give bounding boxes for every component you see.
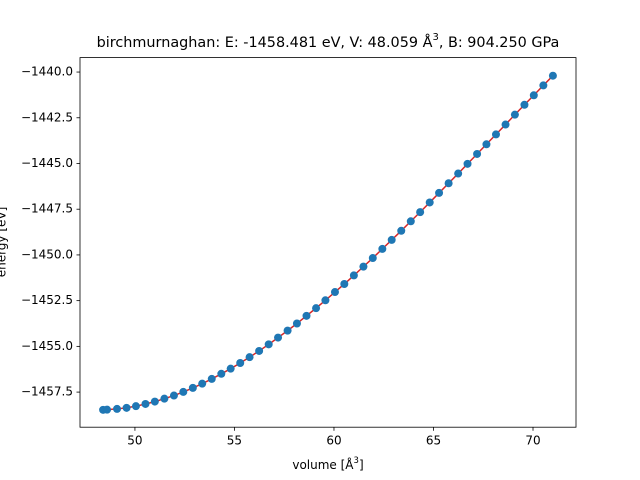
y-tick-label: −1440.0 [21, 65, 73, 79]
data-point [416, 208, 425, 217]
data-point [368, 254, 377, 263]
data-point [463, 159, 472, 168]
title-text-end: , B: 904.250 GPa [439, 35, 560, 51]
y-tick-label: −1457.5 [21, 385, 73, 399]
data-point [274, 333, 283, 342]
data-point [529, 91, 538, 100]
data-point [198, 379, 207, 388]
data-point [510, 110, 519, 119]
data-point [160, 394, 169, 403]
data-point [292, 319, 301, 328]
data-point [482, 140, 491, 149]
y-tick-label: −1452.5 [21, 293, 73, 307]
data-point [131, 402, 140, 411]
y-tick-label: −1442.5 [21, 110, 73, 124]
data-point [245, 353, 254, 362]
data-point [359, 262, 368, 271]
data-point [236, 359, 245, 368]
data-point [283, 326, 292, 335]
data-point [122, 403, 131, 412]
data-point [217, 369, 226, 378]
data-point [103, 405, 112, 414]
data-point [387, 235, 396, 244]
data-point [321, 296, 330, 305]
data-point [378, 244, 387, 253]
title-text: birchmurnaghan: E: -1458.481 eV, V: 48.0… [97, 34, 433, 51]
y-tick-label: −1450.0 [21, 247, 73, 261]
y-tick-label: −1447.5 [21, 202, 73, 216]
x-tick-label: 60 [326, 434, 341, 448]
data-point [312, 304, 321, 313]
title-superscript: 3 [432, 32, 438, 43]
x-label-text: volume [Å [292, 457, 354, 472]
y-tick-label: −1455.0 [21, 339, 73, 353]
fit-line [103, 75, 554, 411]
data-point [520, 100, 529, 109]
data-point [548, 71, 557, 80]
data-point [169, 391, 178, 400]
data-point [264, 340, 273, 349]
data-point [444, 179, 453, 188]
data-point [435, 188, 444, 197]
data-point [207, 374, 216, 383]
data-point [330, 288, 339, 297]
x-tick-label: 65 [426, 434, 441, 448]
x-axis-label: volume [Å3] [292, 456, 363, 472]
y-axis-label: energy [eV] [0, 207, 9, 278]
data-point [226, 364, 235, 373]
x-label-superscript: 3 [354, 456, 359, 466]
data-point [141, 399, 150, 408]
data-point [349, 271, 358, 280]
data-point [491, 130, 500, 139]
data-point [255, 346, 264, 355]
data-point [454, 169, 463, 178]
x-tick-label: 50 [127, 434, 142, 448]
plot-frame [79, 57, 577, 428]
data-point [150, 397, 159, 406]
x-tick-label: 70 [525, 434, 540, 448]
data-point [179, 387, 188, 396]
data-point [340, 280, 349, 289]
data-point [425, 198, 434, 207]
data-point [302, 311, 311, 320]
data-point [188, 383, 197, 392]
x-tick-label: 55 [227, 434, 242, 448]
data-point [113, 404, 122, 413]
data-point [406, 217, 415, 226]
data-point [397, 226, 406, 235]
data-point [539, 81, 548, 90]
x-label-end: ] [359, 458, 364, 472]
y-tick-label: −1445.0 [21, 156, 73, 170]
chart-title: birchmurnaghan: E: -1458.481 eV, V: 48.0… [97, 32, 560, 51]
data-point [501, 120, 510, 129]
data-point [473, 149, 482, 158]
